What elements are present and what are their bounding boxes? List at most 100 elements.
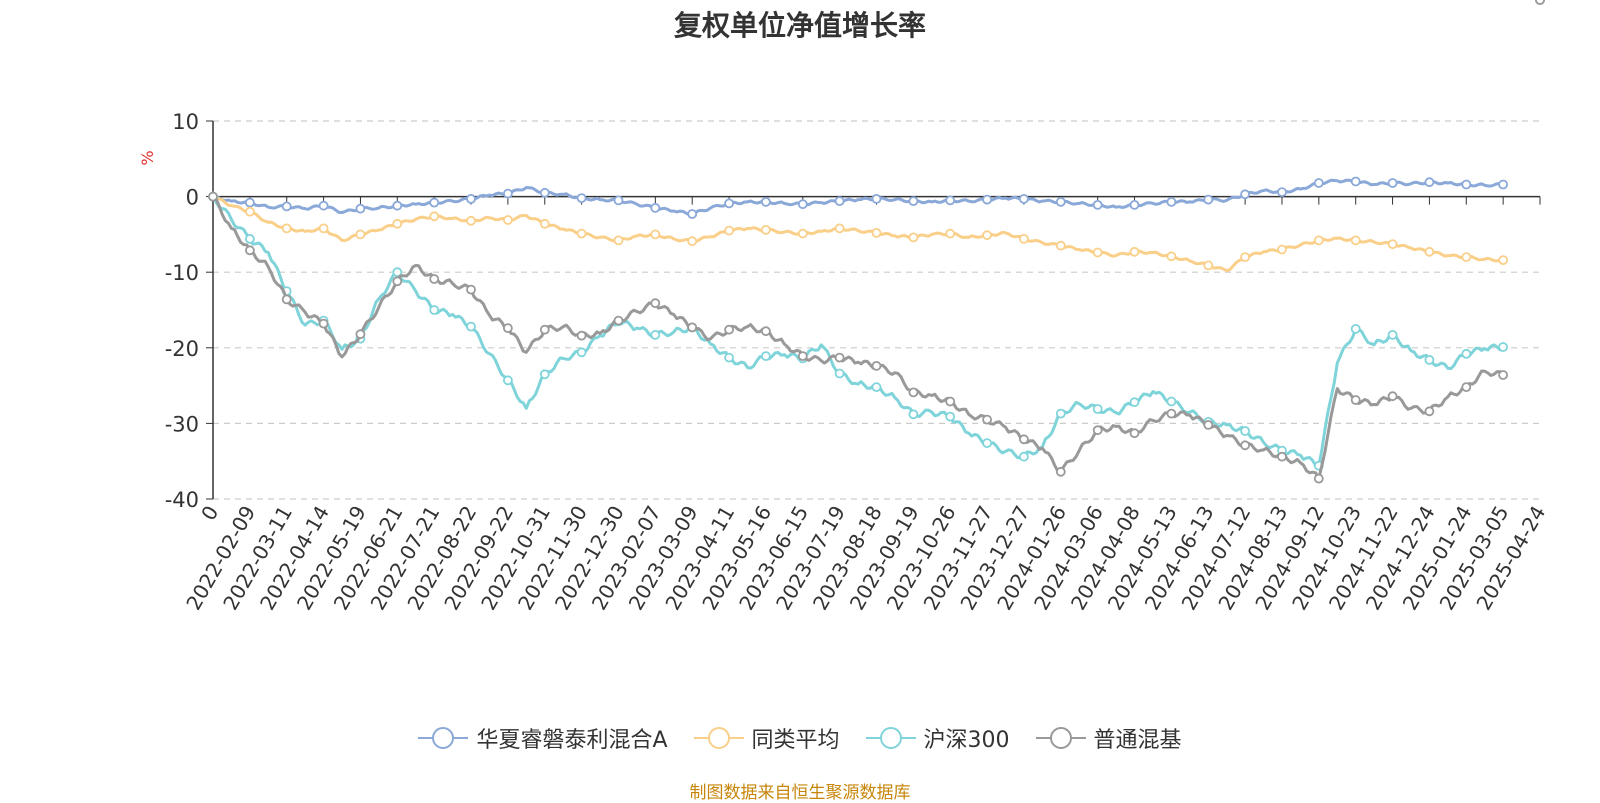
data-point[interactable] <box>1387 178 1398 188</box>
data-point[interactable] <box>208 191 218 202</box>
data-point[interactable] <box>613 235 624 246</box>
data-point[interactable] <box>1277 187 1287 198</box>
data-point[interactable] <box>871 193 882 204</box>
legend-item-peer-average[interactable]: 同类平均 <box>693 722 840 754</box>
data-point[interactable] <box>613 315 624 326</box>
data-point[interactable] <box>797 228 808 239</box>
data-point[interactable] <box>1387 239 1398 250</box>
data-point[interactable] <box>1092 199 1103 210</box>
data-point[interactable] <box>834 352 845 363</box>
data-point[interactable] <box>834 196 845 207</box>
data-point[interactable] <box>244 197 255 208</box>
data-point[interactable] <box>392 200 403 211</box>
data-point[interactable] <box>761 224 771 235</box>
data-point[interactable] <box>1461 348 1472 359</box>
data-point[interactable] <box>576 228 587 239</box>
data-point[interactable] <box>761 326 771 337</box>
data-point[interactable] <box>1387 391 1398 402</box>
data-point[interactable] <box>982 230 992 241</box>
data-point[interactable] <box>1535 0 1545 5</box>
data-point[interactable] <box>318 223 329 234</box>
data-point[interactable] <box>982 414 992 425</box>
data-point[interactable] <box>650 229 661 240</box>
data-point[interactable] <box>834 368 845 379</box>
data-point[interactable] <box>281 223 292 234</box>
data-point[interactable] <box>392 267 403 278</box>
data-point[interactable] <box>576 193 587 204</box>
data-point[interactable] <box>908 409 919 420</box>
data-point[interactable] <box>761 351 771 362</box>
data-point[interactable] <box>502 323 513 334</box>
data-point[interactable] <box>1424 177 1435 188</box>
data-point[interactable] <box>1350 323 1361 334</box>
data-point[interactable] <box>724 352 734 363</box>
data-point[interactable] <box>355 329 366 340</box>
data-point[interactable] <box>1055 408 1066 419</box>
data-point[interactable] <box>945 396 956 407</box>
data-point[interactable] <box>1203 419 1214 430</box>
data-point[interactable] <box>1240 252 1250 263</box>
data-point[interactable] <box>318 318 329 329</box>
data-point[interactable] <box>539 218 550 229</box>
data-point[interactable] <box>1424 246 1435 257</box>
data-point[interactable] <box>1166 396 1177 407</box>
data-point[interactable] <box>1203 194 1214 205</box>
data-point[interactable] <box>1277 451 1287 462</box>
data-point[interactable] <box>1313 235 1324 246</box>
data-point[interactable] <box>650 202 661 213</box>
data-point[interactable] <box>871 382 882 393</box>
data-point[interactable] <box>502 188 513 199</box>
data-point[interactable] <box>244 206 255 217</box>
data-point[interactable] <box>576 347 587 358</box>
data-point[interactable] <box>1019 434 1029 445</box>
data-point[interactable] <box>908 232 919 243</box>
data-point[interactable] <box>466 284 476 295</box>
data-point[interactable] <box>797 199 808 210</box>
data-point[interactable] <box>613 195 624 206</box>
data-point[interactable] <box>871 227 882 238</box>
data-point[interactable] <box>687 209 698 219</box>
data-point[interactable] <box>576 330 587 341</box>
data-point[interactable] <box>318 200 329 211</box>
data-point[interactable] <box>1313 473 1324 484</box>
data-point[interactable] <box>1461 179 1472 190</box>
data-point[interactable] <box>908 387 919 398</box>
legend-item-hybrid-fund[interactable]: 普通混基 <box>1035 722 1182 754</box>
data-point[interactable] <box>429 197 440 208</box>
data-point[interactable] <box>724 324 734 335</box>
data-point[interactable] <box>1055 240 1066 251</box>
data-point[interactable] <box>1129 397 1140 408</box>
data-point[interactable] <box>392 218 403 229</box>
data-point[interactable] <box>429 305 440 315</box>
legend-item-fund[interactable]: 华夏睿磐泰利混合A <box>418 722 668 754</box>
data-point[interactable] <box>539 187 550 198</box>
data-point[interactable] <box>1387 329 1398 340</box>
legend-item-csi300[interactable]: 沪深300 <box>865 722 1010 754</box>
data-point[interactable] <box>1498 370 1508 380</box>
data-point[interactable] <box>1092 247 1103 258</box>
data-point[interactable] <box>834 223 845 234</box>
data-point[interactable] <box>392 276 403 287</box>
data-point[interactable] <box>281 201 292 212</box>
data-point[interactable] <box>1203 260 1214 271</box>
data-point[interactable] <box>650 329 661 340</box>
data-point[interactable] <box>1424 406 1435 417</box>
data-point[interactable] <box>687 236 698 247</box>
data-point[interactable] <box>1350 235 1361 246</box>
data-point[interactable] <box>945 195 956 206</box>
data-point[interactable] <box>945 228 956 239</box>
data-point[interactable] <box>281 294 292 305</box>
data-point[interactable] <box>871 360 882 371</box>
data-point[interactable] <box>355 203 366 214</box>
data-point[interactable] <box>539 369 550 380</box>
data-point[interactable] <box>429 211 440 222</box>
data-point[interactable] <box>1166 408 1177 419</box>
data-point[interactable] <box>1240 440 1250 451</box>
data-point[interactable] <box>1166 196 1177 207</box>
data-point[interactable] <box>908 196 919 207</box>
data-point[interactable] <box>724 198 734 209</box>
data-point[interactable] <box>945 411 956 422</box>
data-point[interactable] <box>539 324 550 335</box>
data-point[interactable] <box>355 229 366 240</box>
data-point[interactable] <box>466 215 476 226</box>
